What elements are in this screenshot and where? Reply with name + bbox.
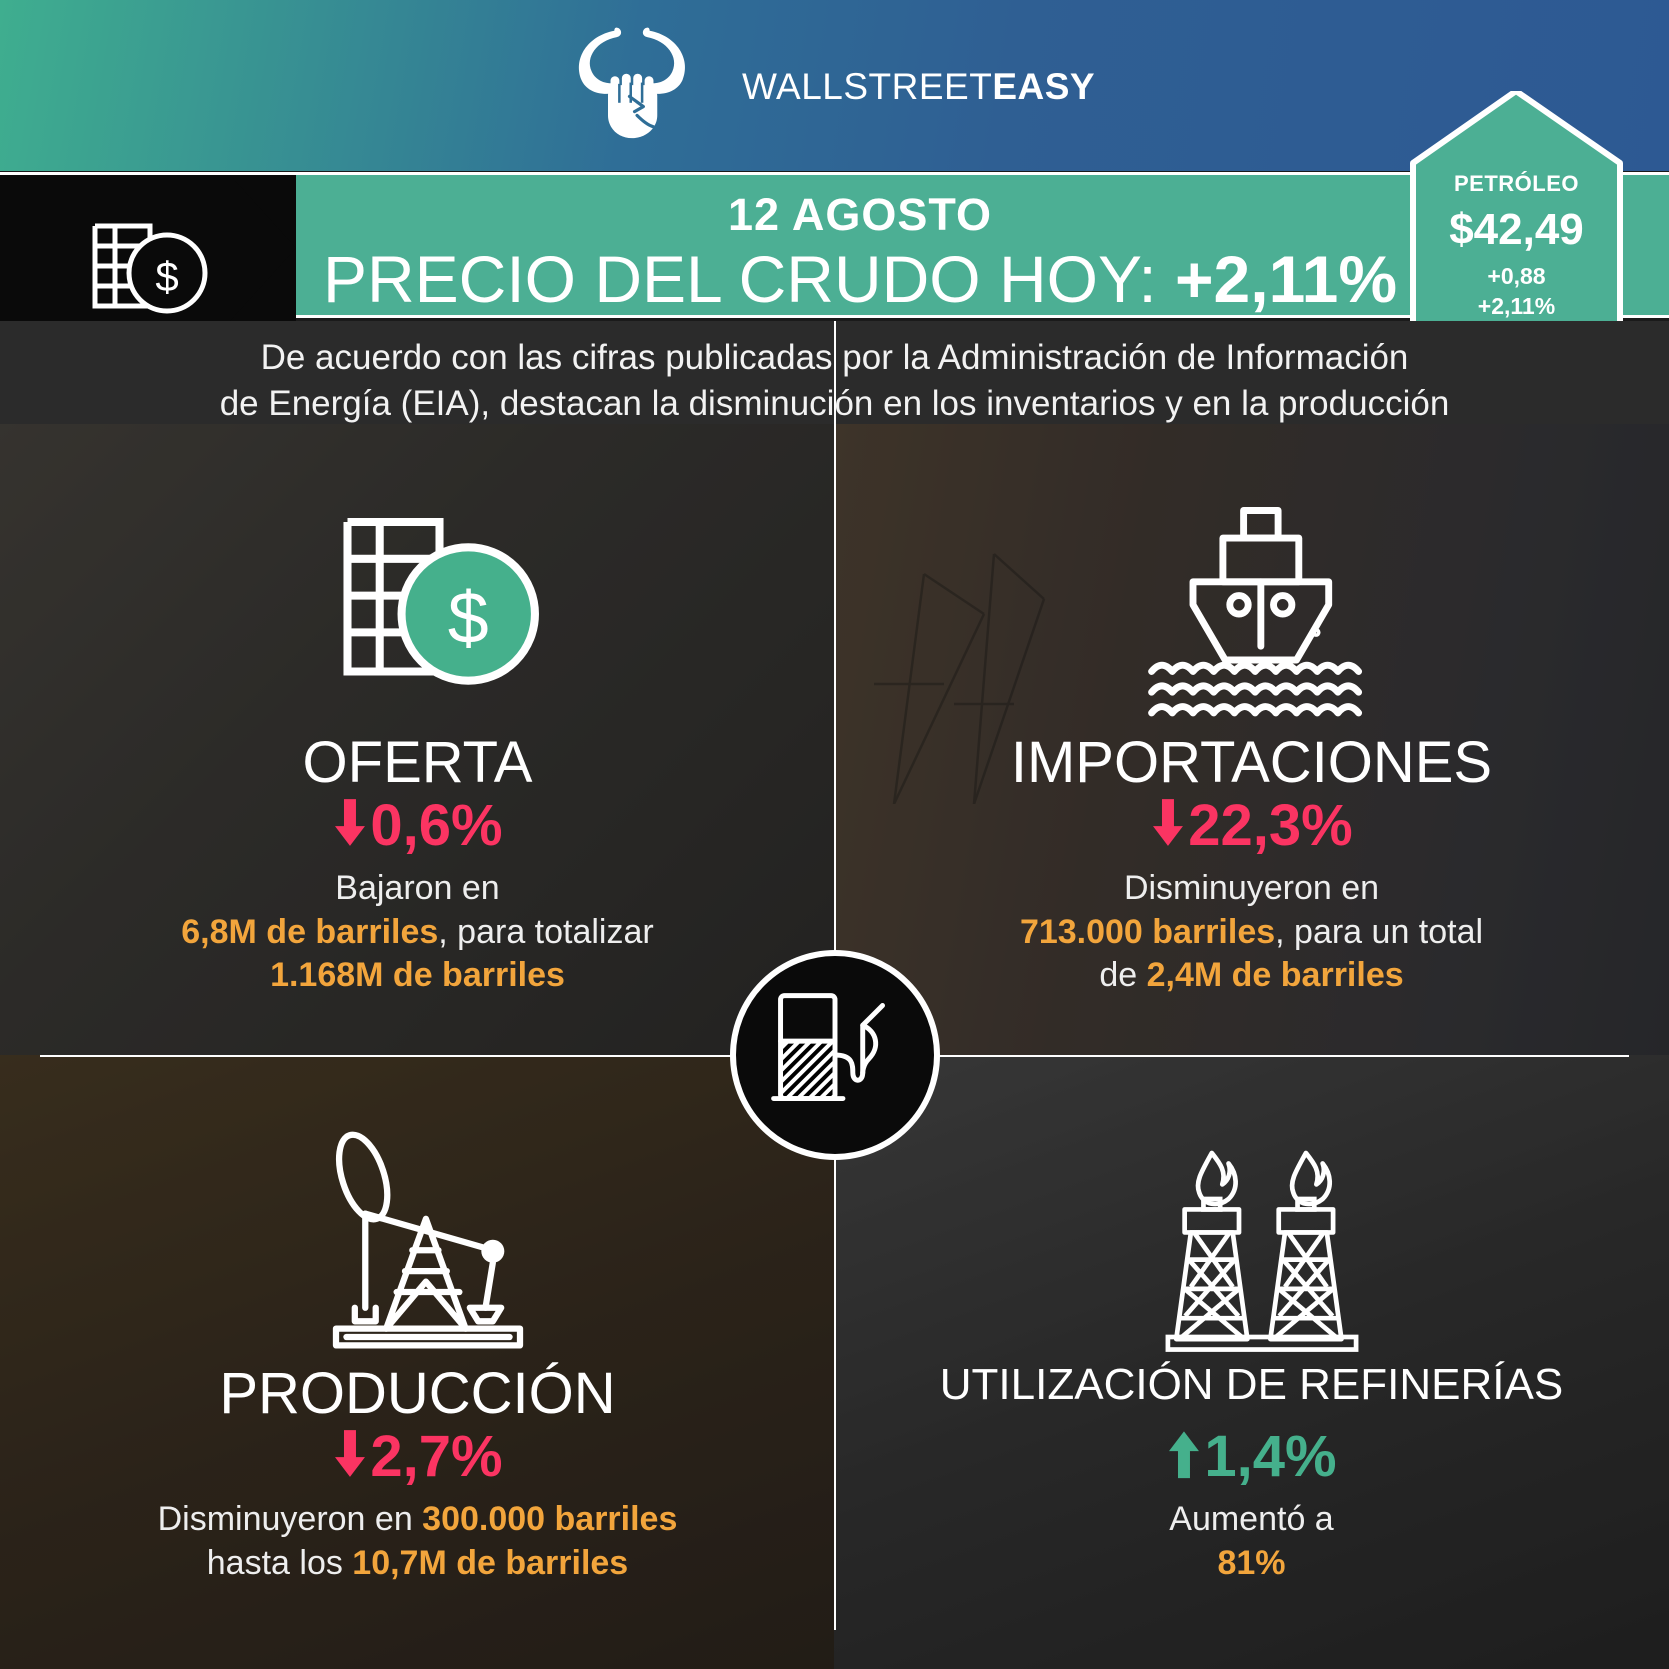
svg-text:$: $ (155, 253, 178, 300)
svg-text:$: $ (447, 576, 488, 659)
